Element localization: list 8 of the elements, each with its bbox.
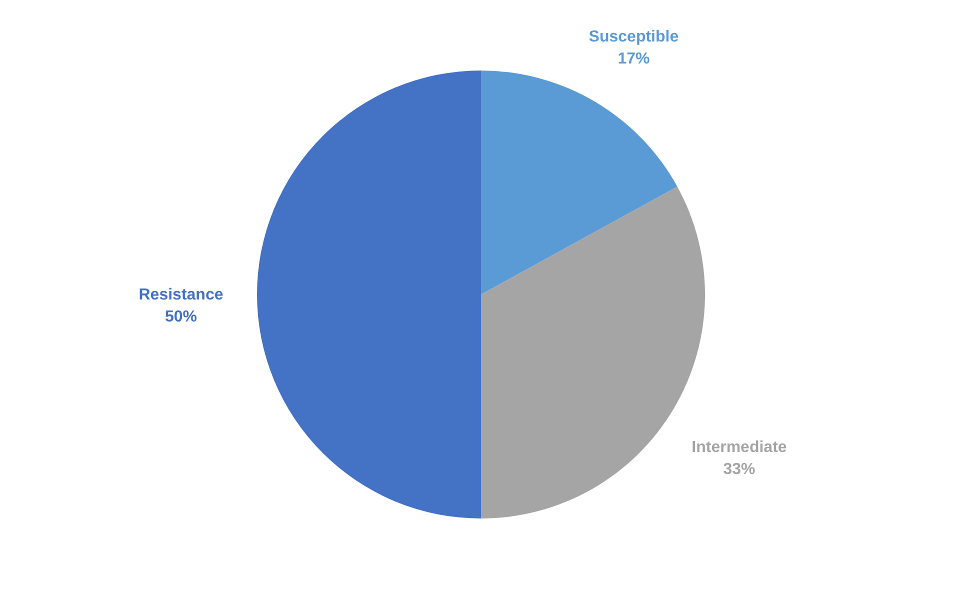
slice-label: Susceptible [588, 28, 679, 46]
data-label: 17% [618, 50, 650, 68]
pie-slice [481, 70, 678, 294]
data-label: 33% [723, 461, 756, 478]
pie-slice [257, 70, 481, 518]
slice-label: Intermediate [692, 439, 787, 456]
slice-label: Resistance [138, 286, 224, 304]
data-label: 50% [164, 308, 198, 326]
